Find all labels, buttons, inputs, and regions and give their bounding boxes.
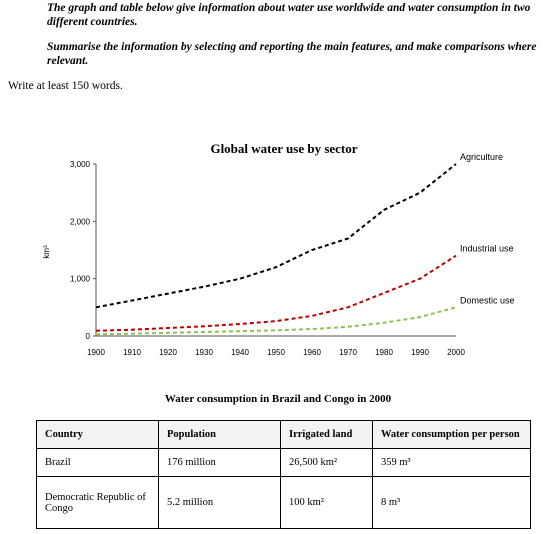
cell-consumption: 359 m³ <box>372 448 531 477</box>
x-tick-label: 1930 <box>195 348 213 357</box>
x-tick-label: 2000 <box>447 348 465 357</box>
table-title: Water consumption in Brazil and Congo in… <box>164 393 392 405</box>
x-tick-label: 1900 <box>87 348 105 357</box>
cell-country: Democratic Republic of Congo <box>36 476 159 529</box>
y-tick-label: 0 <box>86 332 91 341</box>
x-tick-label: 1910 <box>123 348 141 357</box>
series-label: Agriculture <box>460 152 503 162</box>
y-axis-label: km³ <box>42 245 51 259</box>
series-line <box>95 163 457 309</box>
y-tick-label: 2,000 <box>70 217 91 226</box>
cell-consumption: 8 m³ <box>372 476 531 529</box>
series-line <box>95 306 457 336</box>
table-header-row: Country Population Irrigated land Water … <box>36 420 531 449</box>
y-tick-label: 3,000 <box>70 160 91 169</box>
table-row: Democratic Republic of Congo 5.2 million… <box>36 476 531 529</box>
x-tick-label: 1980 <box>375 348 393 357</box>
series-label: Industrial use <box>460 244 514 254</box>
task-instruction-1: The graph and table below give informati… <box>47 2 531 28</box>
header-population: Population <box>158 420 281 449</box>
x-tick-label: 1990 <box>411 348 429 357</box>
chart-title: Global water use by sector <box>210 141 357 156</box>
x-tick-label: 1950 <box>267 348 285 357</box>
header-consumption-per-person: Water consumption per person <box>372 420 531 449</box>
cell-irrigated-land: 26,500 km² <box>280 448 373 477</box>
y-tick-label: 1,000 <box>70 275 91 284</box>
word-count-instruction: Write at least 150 words. <box>8 80 123 92</box>
cell-irrigated-land: 100 km² <box>280 476 373 529</box>
x-tick-label: 1940 <box>231 348 249 357</box>
x-tick-label: 1970 <box>339 348 357 357</box>
cell-population: 176 million <box>158 448 281 477</box>
line-chart: Global water use by sector 0 1,000 2,000 3,0… <box>0 132 556 372</box>
cell-population: 5.2 million <box>158 476 281 529</box>
header-irrigated-land: Irrigated land <box>280 420 373 449</box>
x-tick-label: 1960 <box>303 348 321 357</box>
consumption-table: Country Population Irrigated land Water … <box>36 420 531 529</box>
table-row: Brazil 176 million 26,500 km² 359 m³ <box>36 448 531 477</box>
series-label: Domestic use <box>460 295 515 305</box>
chart-svg: Global water use by sector 0 1,000 2,000 3,0… <box>42 141 515 357</box>
x-tick-label: 1920 <box>159 348 177 357</box>
cell-country: Brazil <box>36 448 159 477</box>
task-instruction-2: Summarise the information by selecting a… <box>47 41 537 67</box>
header-country: Country <box>36 420 159 449</box>
